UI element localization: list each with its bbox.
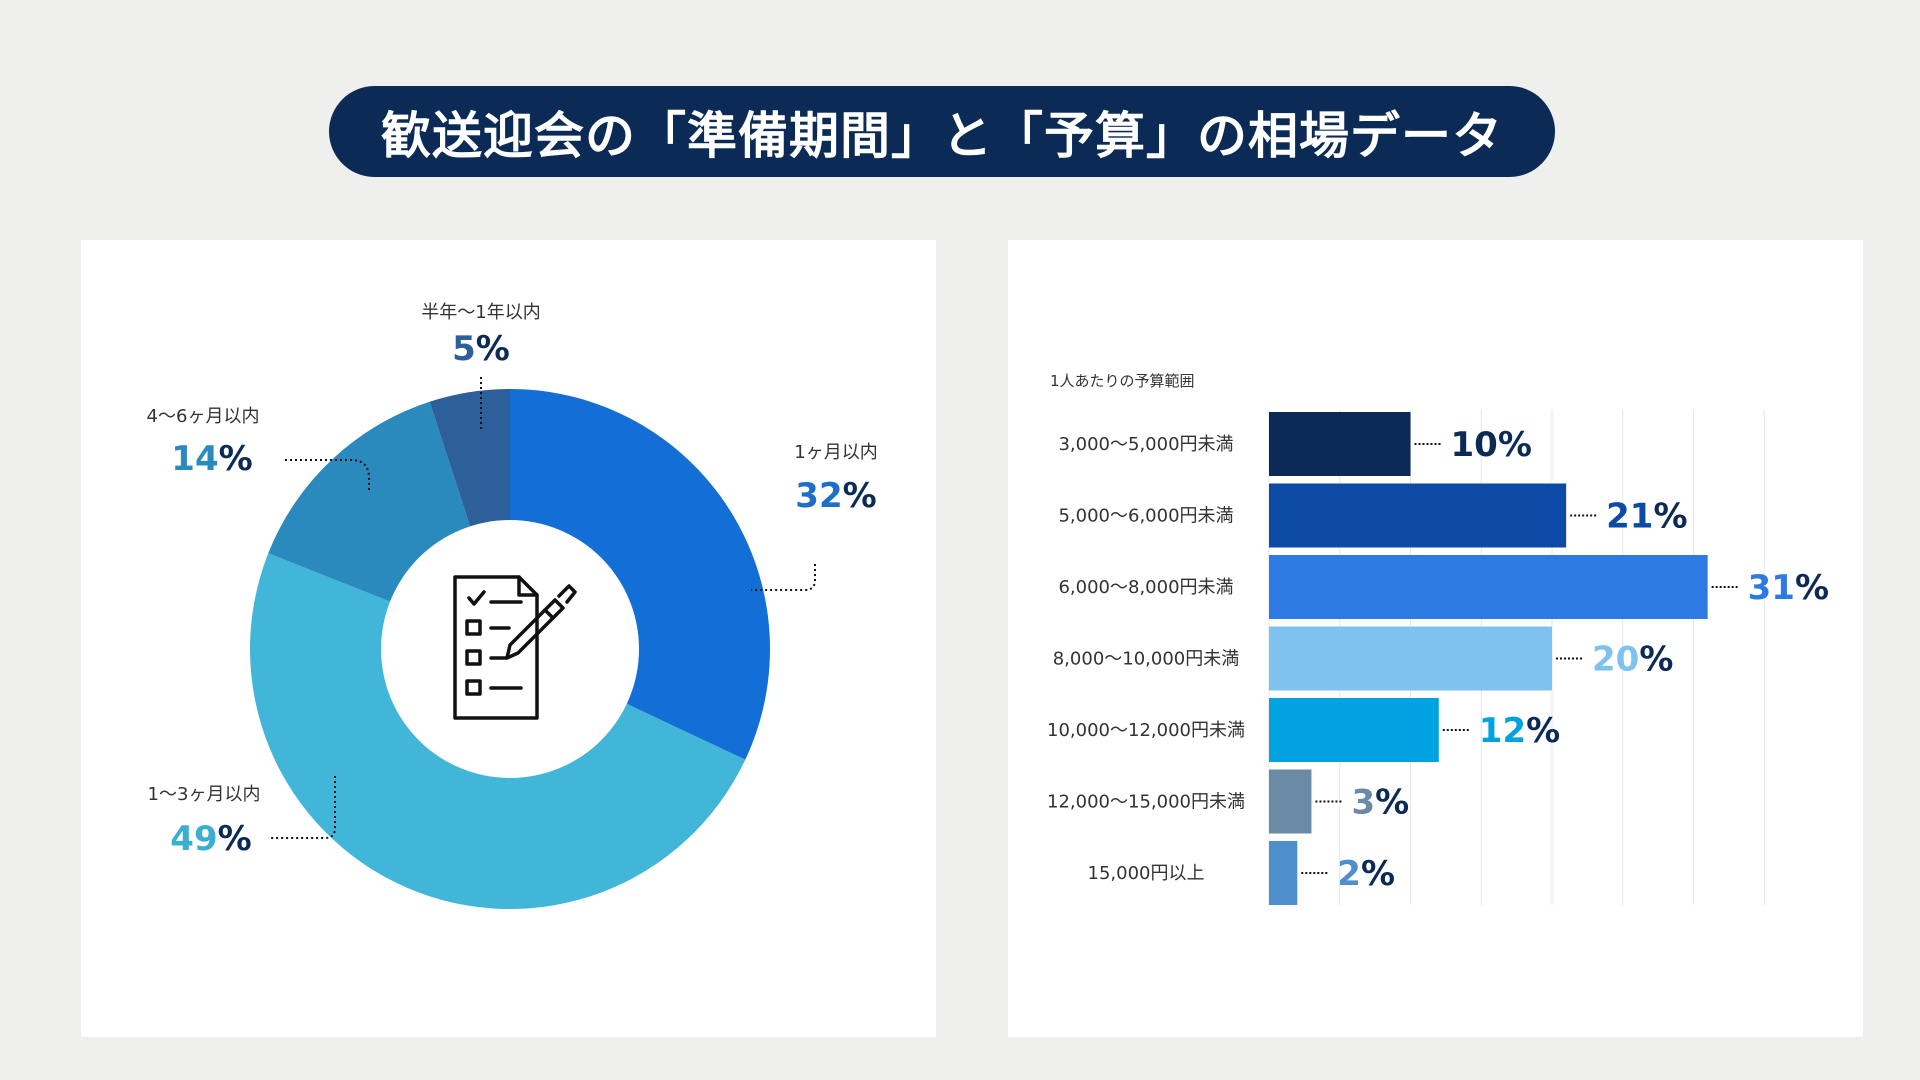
bar (1269, 841, 1298, 905)
page-title: 歓送迎会の「準備期間」と「予算」の相場データ (381, 106, 1503, 165)
bar-value-label: 20% (1592, 640, 1673, 680)
bar (1269, 626, 1552, 691)
bar (1269, 769, 1312, 834)
bar (1269, 555, 1708, 619)
checklist-with-pen-icon (453, 575, 577, 720)
bar (1269, 412, 1411, 476)
bar-category-label: 5,000〜6,000円未満 (1058, 506, 1233, 527)
bar-category-label: 12,000〜15,000円未満 (1047, 792, 1245, 813)
donut-chart: 1ヶ月以内 32% 1〜3ヶ月以内 49% 4〜6ヶ月以内 14% 半年〜1年以… (147, 302, 878, 910)
bar-category-label: 10,000〜12,000円未満 (1047, 720, 1245, 741)
slice-label-1-month: 1ヶ月以内 (794, 442, 877, 463)
bar (1269, 483, 1567, 548)
bar-chart: 1人あたりの予算範囲 3,000〜5,000円未満 10% 5,000〜6,000円… (1047, 372, 1829, 905)
slice-label-half-year: 半年〜1年以内 (421, 302, 540, 323)
donut-chart-panel: 1ヶ月以内 32% 1〜3ヶ月以内 49% 4〜6ヶ月以内 14% 半年〜1年以… (81, 240, 936, 1037)
bar-value-label: 10% (1451, 425, 1532, 465)
leader-line-1-month (751, 564, 816, 591)
bar-category-label: 6,000〜8,000円未満 (1058, 577, 1233, 598)
slice-label-4-6-months: 4〜6ヶ月以内 (147, 406, 260, 427)
slice-label-1-3-months: 1〜3ヶ月以内 (148, 784, 261, 805)
bar-value-label: 12% (1479, 711, 1560, 751)
bar-category-label: 8,000〜10,000円未満 (1053, 649, 1240, 670)
bar-value-label: 31% (1748, 568, 1829, 608)
bar-value-label: 2% (1337, 854, 1395, 894)
bar-value-label: 21% (1606, 497, 1687, 537)
leader-line-1-3-months (268, 776, 336, 839)
bar-category-label: 15,000円以上 (1088, 863, 1205, 884)
bar (1269, 698, 1439, 762)
slice-value-1-month: 32% (795, 476, 876, 516)
bar-category-label: 3,000〜5,000円未満 (1058, 434, 1233, 455)
title-banner: 歓送迎会の「準備期間」と「予算」の相場データ (329, 86, 1555, 177)
leader-lines (268, 377, 816, 839)
bar-value-label: 3% (1351, 783, 1409, 823)
slice-value-1-3-months: 49% (170, 819, 251, 859)
leader-line-4-6-months (285, 459, 370, 492)
slice-value-4-6-months: 14% (171, 439, 252, 479)
bar-chart-panel: 1人あたりの予算範囲 3,000〜5,000円未満 10% 5,000〜6,000円… (1008, 240, 1863, 1037)
bar-chart-title: 1人あたりの予算範囲 (1050, 372, 1195, 390)
slice-value-half-year: 5% (452, 329, 510, 369)
